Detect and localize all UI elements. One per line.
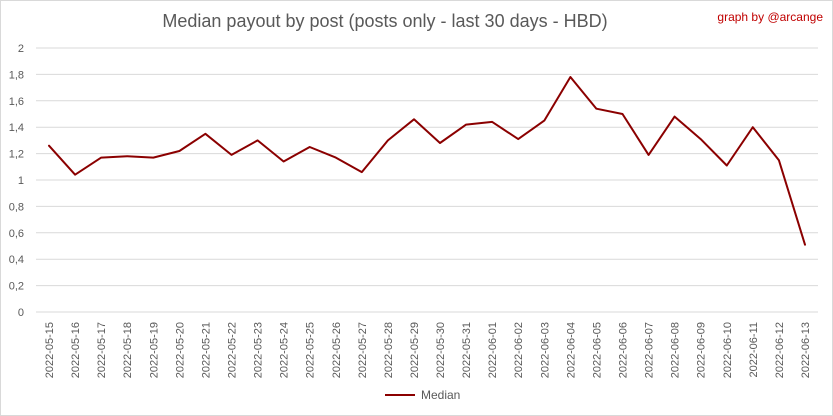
x-tick-label: 2022-06-04: [565, 322, 577, 378]
x-tick-label: 2022-06-10: [722, 322, 734, 378]
y-tick-label: 2: [18, 43, 24, 55]
legend-label: Median: [421, 388, 461, 402]
legend: Median: [385, 388, 460, 402]
y-tick-label: 0,8: [9, 201, 24, 213]
x-tick-label: 2022-06-13: [800, 322, 812, 378]
x-tick-label: 2022-05-20: [174, 322, 186, 378]
chart-credit: graph by @arcange: [717, 10, 823, 24]
y-tick-label: 0,2: [9, 281, 24, 293]
x-tick-label: 2022-05-23: [253, 322, 265, 378]
x-tick-label: 2022-05-22: [227, 322, 239, 378]
y-tick-label: 0,4: [9, 254, 24, 266]
x-tick-label: 2022-05-15: [44, 322, 56, 378]
x-tick-label: 2022-05-30: [435, 322, 447, 378]
x-tick-label: 2022-05-26: [331, 322, 343, 378]
x-tick-label: 2022-05-17: [96, 322, 108, 378]
plot-area: [48, 76, 806, 246]
x-tick-label: 2022-05-27: [357, 322, 369, 378]
y-tick-label: 1,6: [9, 96, 24, 108]
x-tick-label: 2022-06-07: [644, 322, 656, 378]
x-tick-label: 2022-06-02: [513, 322, 525, 378]
y-tick-label: 1: [18, 175, 24, 187]
y-tick-label: 1,4: [9, 122, 24, 134]
x-tick-label: 2022-05-16: [70, 322, 82, 378]
x-tick-label: 2022-05-19: [148, 322, 160, 378]
x-tick-label: 2022-06-11: [748, 322, 760, 377]
x-tick-label: 2022-06-09: [696, 322, 708, 378]
x-tick-label: 2022-05-28: [383, 322, 395, 378]
x-tick-label: 2022-06-03: [539, 322, 551, 378]
x-tick-label: 2022-06-12: [774, 322, 786, 378]
chart-title: Median payout by post (posts only - last…: [162, 11, 608, 31]
x-tick-label: 2022-06-08: [670, 322, 682, 378]
y-tick-label: 0,6: [9, 228, 24, 240]
y-tick-label: 1,2: [9, 149, 24, 161]
x-tick-label: 2022-05-24: [279, 322, 291, 378]
series-line-median: [48, 76, 806, 246]
x-tick-label: 2022-05-31: [461, 322, 473, 378]
x-tick-label: 2022-05-21: [200, 322, 212, 378]
x-axis-labels: 2022-05-15 2022-05-16 2022-05-17 2022-05-18…: [44, 322, 812, 378]
x-tick-label: 2022-06-06: [618, 322, 630, 378]
x-tick-label: 2022-06-01: [487, 322, 499, 378]
x-tick-label: 2022-06-05: [591, 322, 603, 378]
gridlines: [36, 47, 818, 313]
y-axis-labels: 0 0,2 0,4 0,6 0,8 1 1,2 1,4 1,6 1,8 2: [9, 43, 24, 319]
x-tick-label: 2022-05-29: [409, 322, 421, 378]
y-tick-label: 1,8: [9, 69, 24, 81]
x-tick-label: 2022-05-25: [305, 322, 317, 378]
x-tick-label: 2022-05-18: [122, 322, 134, 378]
legend-swatch: [385, 394, 415, 396]
y-tick-label: 0: [18, 307, 24, 319]
